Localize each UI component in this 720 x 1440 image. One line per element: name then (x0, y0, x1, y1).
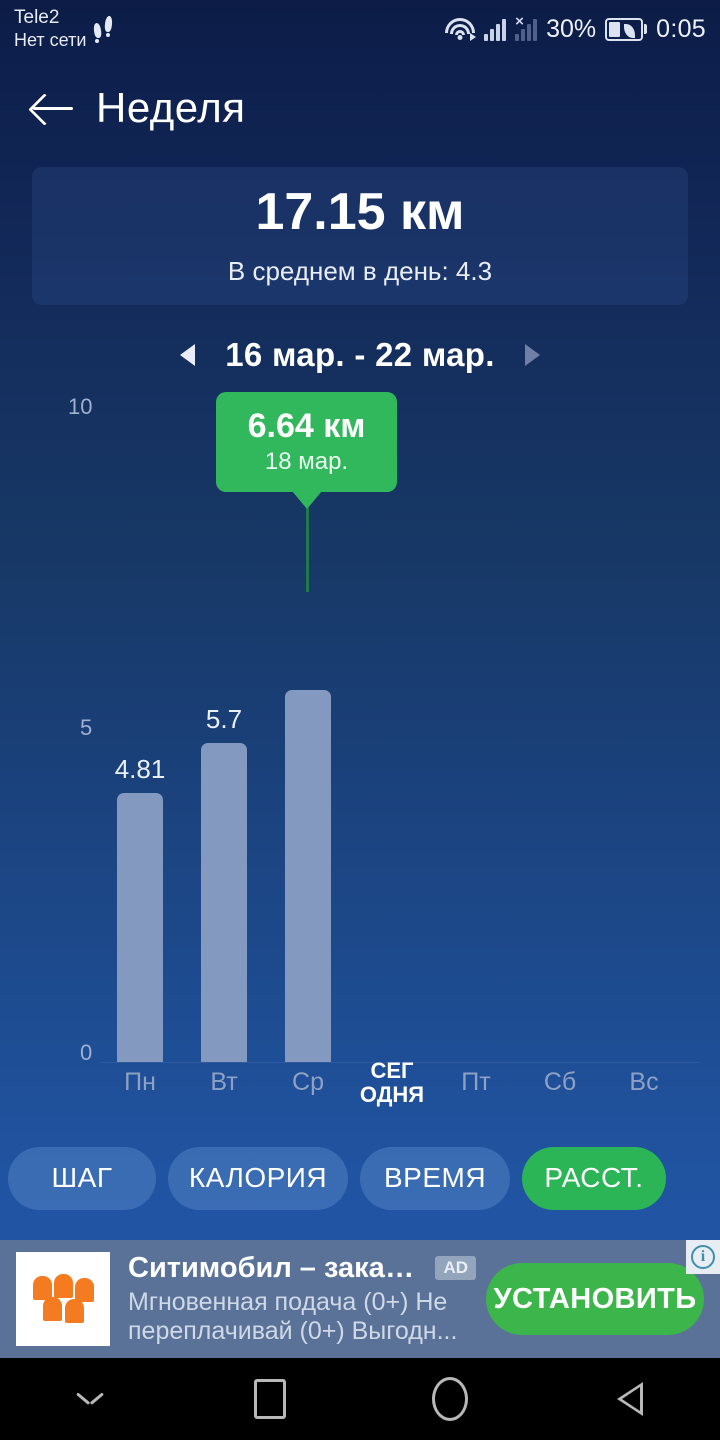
ad-banner[interactable]: Ситимобил – заказ ... AD Мгновенная пода… (0, 1240, 720, 1358)
chart-bar[interactable] (285, 690, 331, 1062)
triangle-left-icon[interactable] (180, 343, 196, 366)
summary-card: 17.15 км В среднем в день: 4.3 (32, 167, 688, 305)
x-axis-label: Вс (629, 1068, 659, 1096)
status-bar: Tele2 Нет сети × 30% 0:05 (0, 0, 720, 58)
footsteps-icon (93, 14, 116, 44)
bar-column[interactable]: 4.81 (98, 382, 182, 1062)
carrier-name: Tele2 (14, 7, 60, 29)
status-bar-right: × 30% 0:05 (445, 14, 706, 44)
x-axis-label: Сб (543, 1068, 577, 1096)
bar-column[interactable]: 5.7 (182, 382, 266, 1062)
metric-tab-1[interactable]: КАЛОРИЯ (168, 1146, 348, 1210)
wifi-icon (445, 17, 477, 41)
signal-icon (484, 17, 507, 41)
chart-bar[interactable] (201, 742, 247, 1062)
x-axis-label: Вт (210, 1068, 238, 1096)
app-bar: Неделя (0, 58, 720, 158)
circle-home-icon[interactable] (360, 1358, 540, 1440)
android-nav-bar (0, 1358, 720, 1440)
x-axis-label: Ср (292, 1068, 324, 1096)
carrier-status: Нет сети (14, 29, 87, 50)
chart-bars: 4.81 5.7 (0, 382, 720, 1062)
date-range-label: 16 мар. - 22 мар. (225, 335, 495, 373)
tooltip-value: 6.64 км (247, 406, 366, 445)
x-axis-label: Пт (461, 1068, 491, 1096)
clock: 0:05 (656, 14, 706, 43)
y-axis-tick-5: 5 (80, 715, 93, 740)
ad-title-row: Ситимобил – заказ ... AD (128, 1252, 476, 1285)
citymobil-pins-icon (16, 1252, 110, 1346)
tooltip-arrow-icon (291, 491, 322, 509)
status-bar-left: Tele2 Нет сети (14, 7, 116, 51)
ad-badge: AD (435, 1256, 476, 1280)
daily-average: В среднем в день: 4.3 (227, 255, 493, 286)
battery-percent: 30% (546, 14, 597, 43)
chart-x-axis: Пн Вт Ср СЕГ ОДНЯ Пт Сб Вс (0, 1058, 720, 1130)
signal-no-service-icon: × (515, 14, 538, 41)
carrier-info: Tele2 Нет сети (14, 7, 86, 51)
ad-description: Мгновенная подача (0+) Не переплачивай (… (128, 1287, 458, 1346)
y-axis-tick-0: 0 (80, 1040, 93, 1065)
bar-column[interactable] (434, 382, 518, 1062)
bar-value-label: 4.81 (114, 753, 166, 784)
ad-text: Ситимобил – заказ ... AD Мгновенная пода… (128, 1252, 486, 1347)
ad-title: Ситимобил – заказ ... (128, 1251, 426, 1284)
x-axis-label: Пн (124, 1068, 156, 1096)
square-recents-icon[interactable] (180, 1358, 360, 1440)
metric-tab-3[interactable]: РАССТ. (522, 1146, 666, 1210)
tooltip-connector-line (306, 508, 309, 592)
triangle-right-icon[interactable] (524, 343, 540, 366)
info-icon[interactable]: i (686, 1240, 720, 1274)
metric-tab-0[interactable]: ШАГ (8, 1146, 156, 1210)
chevron-down-icon[interactable] (0, 1358, 180, 1440)
metric-tabs: ШАГ КАЛОРИЯ ВРЕМЯ РАССТ. (0, 1143, 720, 1213)
triangle-back-icon[interactable] (540, 1358, 720, 1440)
battery-icon (605, 17, 648, 41)
total-distance: 17.15 км (255, 182, 465, 241)
chart-bar[interactable] (117, 792, 163, 1062)
chart-tooltip: 6.64 км 18 мар. (216, 392, 397, 509)
tooltip-date: 18 мар. (264, 448, 349, 476)
chart-baseline (100, 1062, 700, 1063)
app-background (0, 0, 720, 1375)
y-axis-tick-10: 10 (68, 394, 93, 419)
bar-column[interactable] (602, 382, 686, 1062)
bar-column[interactable] (266, 382, 350, 1062)
metric-tab-2[interactable]: ВРЕМЯ (360, 1146, 510, 1210)
back-arrow-icon[interactable] (0, 58, 96, 158)
bar-column[interactable] (518, 382, 602, 1062)
bar-value-label: 5.7 (205, 703, 243, 734)
x-axis-label: СЕГ ОДНЯ (359, 1058, 425, 1107)
install-button[interactable]: УСТАНОВИТЬ (486, 1263, 704, 1335)
page-title: Неделя (96, 84, 246, 131)
date-range-selector: 16 мар. - 22 мар. (0, 327, 720, 382)
